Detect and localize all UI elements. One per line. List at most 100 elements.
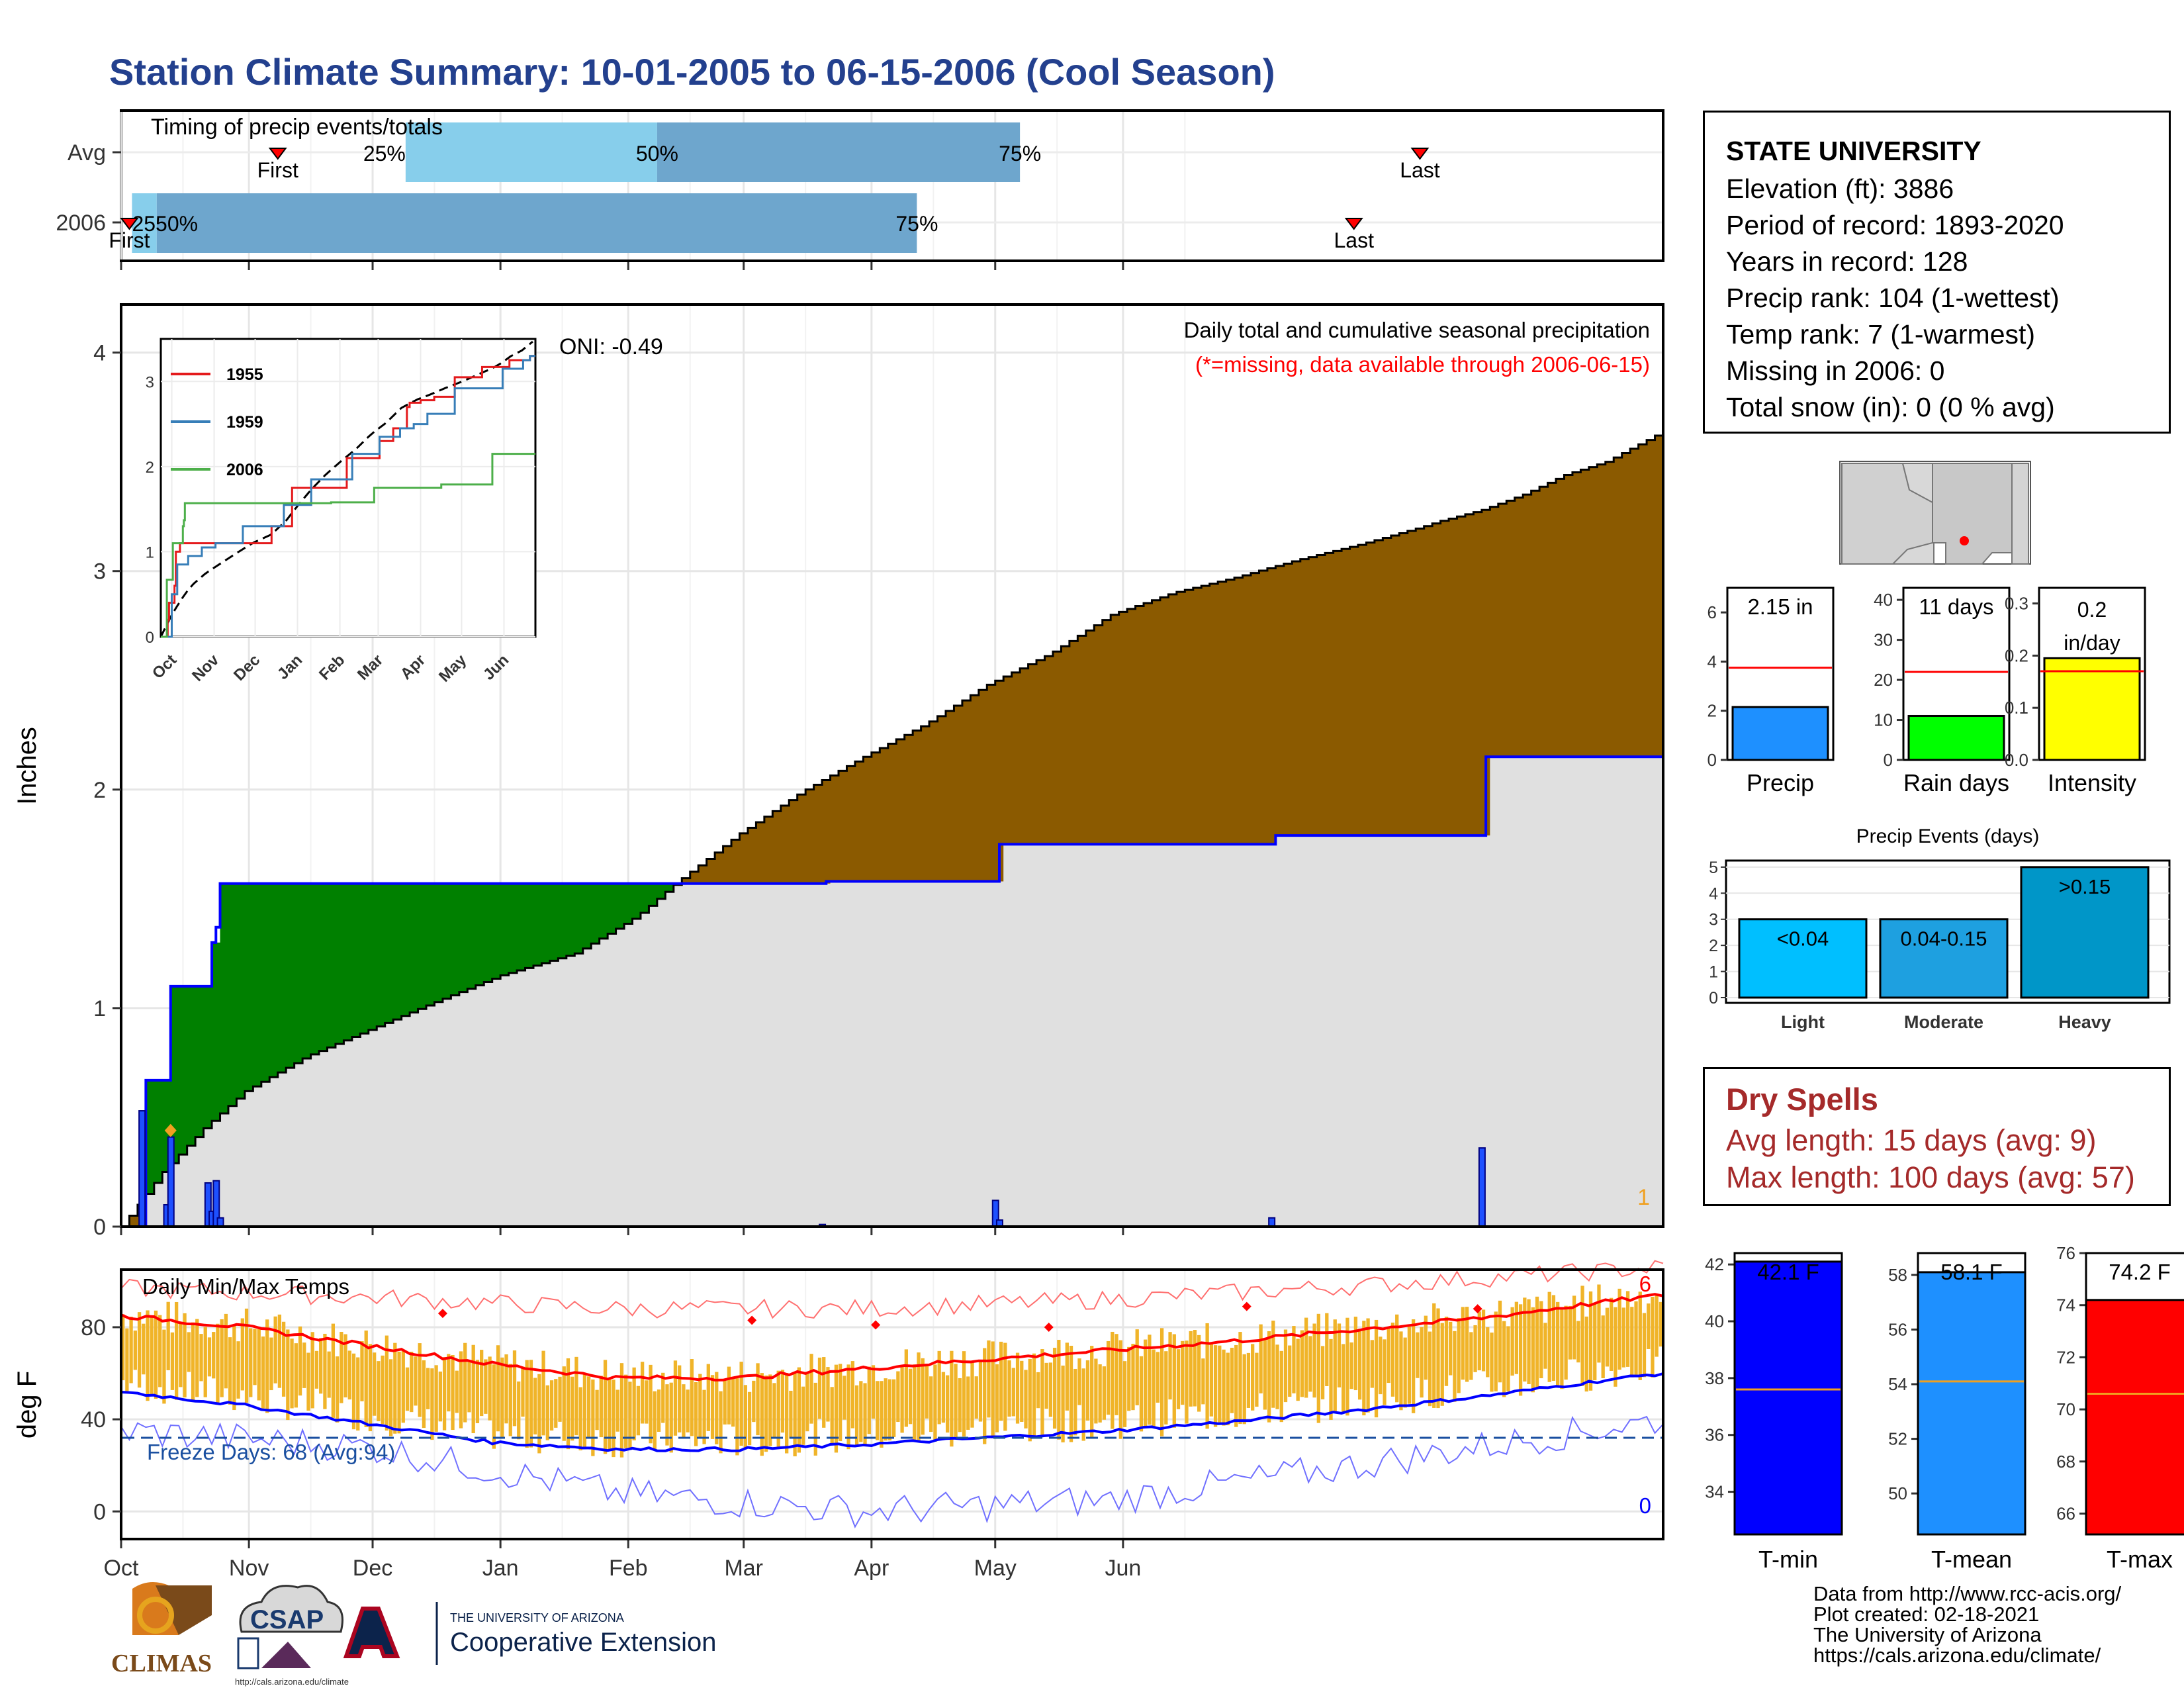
temp-summary-bars: 34 36 38 40 42 42.1 F T-min 50 52 54 56 58 58.1 F T-m… (1705, 1243, 2184, 1573)
daily-temp-bar (1296, 1338, 1300, 1401)
timing-row-avg: Avg (68, 140, 106, 165)
csap-logo: CSAP http://cals.arizona.edu/climate (235, 1585, 349, 1687)
daily-temp-bar (207, 1337, 212, 1377)
daily-temp-bar (220, 1319, 224, 1397)
daily-temp-bar (1383, 1339, 1387, 1405)
daily-temp-bar (694, 1382, 698, 1446)
daily-temp-bar (508, 1364, 512, 1436)
daily-temp-bar (892, 1379, 896, 1437)
temp-summary-y-tick-label: 72 (2056, 1347, 2075, 1367)
daily-temp-bar (1617, 1288, 1621, 1370)
daily-temp-bar (261, 1336, 265, 1409)
daily-temp-bar (743, 1385, 748, 1450)
daily-temp-bar (1610, 1297, 1614, 1371)
daily-temp-bar (249, 1328, 253, 1397)
daily-temp-bar (636, 1385, 641, 1436)
temp-summary-y-tick-label: 40 (1705, 1311, 1724, 1331)
daily-temp-bar (492, 1364, 496, 1449)
daily-temp-bar (1238, 1332, 1242, 1425)
daily-temp-bar (1222, 1349, 1226, 1426)
daily-temp-bar (1329, 1338, 1333, 1420)
temp-summary-y-tick-label: 58 (1888, 1265, 1907, 1285)
temp-lines (120, 1260, 1664, 1528)
daily-temp-bar (1106, 1340, 1111, 1415)
inset-legend-label: 1955 (226, 365, 263, 384)
daily-temp-bar (1209, 1342, 1214, 1417)
daily-temp-bar (706, 1364, 710, 1431)
daily-temp-bar (1205, 1323, 1209, 1429)
daily-temp-bar (1011, 1368, 1015, 1417)
daily-precip-bar (1478, 1147, 1486, 1228)
events-bar (1879, 918, 2009, 999)
daily-temp-bar (1625, 1291, 1630, 1367)
daily-temp-bar (772, 1383, 776, 1438)
daily-temp-bar (1098, 1364, 1102, 1423)
daily-temp-bar (1556, 1301, 1560, 1387)
daily-temp-bar (842, 1376, 846, 1420)
daily-temp-bar (871, 1365, 876, 1419)
daily-temp-bar (517, 1381, 521, 1440)
daily-temp-bar (731, 1378, 735, 1427)
daily-temp-bar (475, 1360, 480, 1423)
daily-temp-bar (447, 1354, 451, 1412)
daily-temp-bar (1638, 1291, 1642, 1380)
precip-surplus-fill (146, 883, 682, 1194)
daily-temp-bar (1279, 1350, 1283, 1423)
summary-bar-label: Precip (1747, 769, 1814, 796)
ua-logo: THE UNIVERSITY OF ARIZONA Cooperative Ex… (343, 1602, 716, 1665)
daily-temp-bar (900, 1365, 904, 1433)
daily-temp-bar (1292, 1326, 1296, 1393)
daily-temp-bar (1642, 1313, 1647, 1378)
daily-temp-bar (669, 1382, 673, 1453)
temp-summary-y-tick-label: 68 (2056, 1452, 2075, 1472)
temp-summary-label: T-min (1758, 1546, 1818, 1573)
daily-temp-bar (653, 1391, 657, 1451)
daily-temp-bar (974, 1376, 978, 1419)
daily-temp-bar (1490, 1333, 1494, 1392)
daily-temp-bar (1213, 1345, 1218, 1427)
daily-temp-bar (537, 1374, 541, 1454)
daily-temp-bar (232, 1326, 236, 1411)
daily-temp-bar (1259, 1324, 1263, 1393)
daily-temp-bar (1535, 1296, 1539, 1388)
daily-temp-bar (657, 1389, 661, 1432)
daily-temp-bar (340, 1331, 343, 1403)
inset-legend-label: 1959 (226, 413, 263, 432)
temp-panel: 0 40 80 deg F Daily Min/Max Temps Freeze D… (13, 1260, 1664, 1581)
station-name: STATE UNIVERSITY (1726, 136, 1981, 166)
daily-temp-bar (1486, 1327, 1490, 1378)
daily-temp-bar (290, 1338, 294, 1409)
daily-temp-bar (484, 1359, 488, 1414)
daily-temp-bar (1416, 1332, 1420, 1378)
station-snow: Total snow (in): 0 (0 % avg) (1726, 392, 2055, 422)
daily-temp-bar (793, 1373, 797, 1457)
record-high-line (120, 1260, 1664, 1319)
events-category-label: Light (1781, 1012, 1825, 1032)
timing-2006-last-label: Last (1334, 228, 1375, 252)
timing-2006-first-marker (120, 218, 139, 230)
daily-temp-bar (1420, 1327, 1424, 1398)
daily-temp-bar (1032, 1353, 1036, 1436)
credit-data-source: Data from http://www.rcc-acis.org/ (1813, 1582, 2122, 1605)
csap-rain (237, 1637, 259, 1669)
daily-temp-bar (558, 1376, 562, 1422)
inset-y-tick-label: 0 (146, 629, 154, 647)
temp-y-ticks: 0 40 80 (81, 1315, 121, 1524)
daily-temp-bar (314, 1350, 319, 1389)
daily-temp-bar (1576, 1321, 1580, 1363)
daily-temp-bar (1531, 1307, 1535, 1393)
daily-temp-bar (661, 1372, 665, 1423)
daily-temp-bar (442, 1357, 447, 1430)
events-y-tick-label: 4 (1709, 884, 1718, 903)
timing-2006-last-marker (1344, 218, 1363, 230)
precip-panel-frame (120, 303, 1664, 1228)
daily-temp-bar (570, 1376, 574, 1441)
summary-y-tick-label: 0.2 (2005, 645, 2028, 665)
daily-temp-bar (1230, 1348, 1234, 1413)
daily-temp-bar (146, 1310, 150, 1401)
daily-temp-bar (1122, 1361, 1127, 1427)
daily-temp-bar (158, 1315, 162, 1387)
timing-avg-25-label: 25% (363, 142, 406, 165)
month-label: Jan (482, 1556, 519, 1581)
